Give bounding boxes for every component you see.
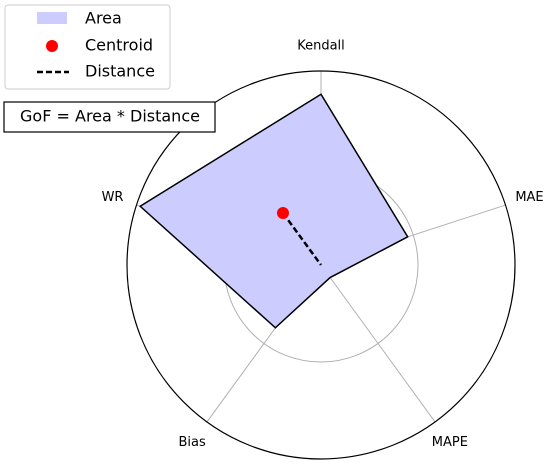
centroid	[276, 207, 289, 220]
axis-label: Kendall	[297, 38, 345, 53]
spoke	[320, 264, 436, 423]
legend-label: Area	[85, 9, 122, 28]
legend-label: Distance	[85, 62, 155, 81]
axis-label: MAE	[515, 190, 543, 205]
axis-label: MAPE	[432, 435, 468, 450]
distance-line	[281, 212, 323, 266]
legend: Area Centroid Distance	[4, 4, 171, 90]
legend-label: Centroid	[85, 36, 153, 55]
annotation-box	[3, 101, 216, 133]
legend-box	[4, 4, 171, 90]
legend-swatch	[37, 12, 67, 24]
legend-swatch	[46, 40, 58, 52]
outer-circle	[126, 70, 516, 460]
axis-label: WR	[102, 190, 124, 205]
annotation: GoF = Area * Distance	[20, 107, 200, 126]
area	[138, 93, 409, 329]
axis-label: Bias	[179, 435, 206, 450]
